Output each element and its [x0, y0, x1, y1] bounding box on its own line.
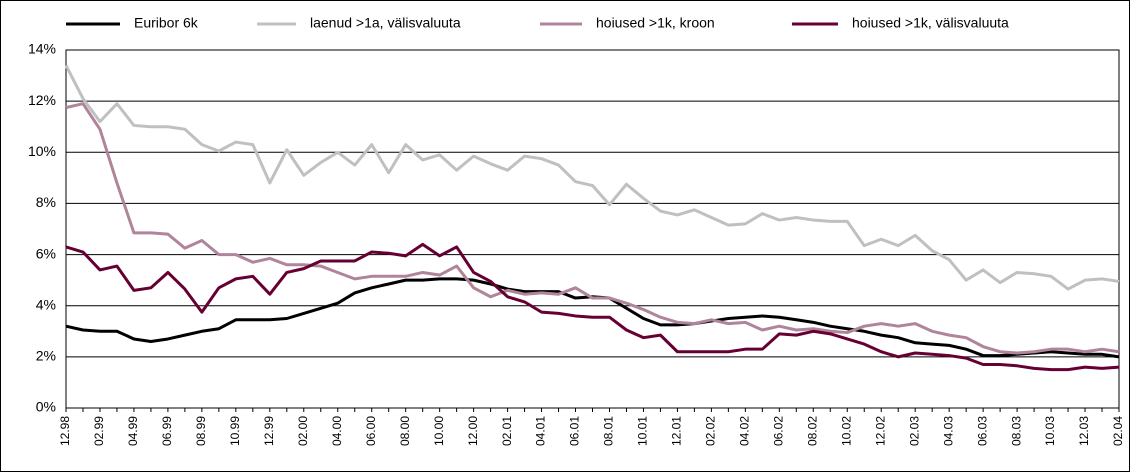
- x-tick-label: 10.02: [839, 416, 853, 446]
- y-tick-label: 10%: [28, 143, 56, 159]
- x-tick-label: 12.99: [262, 416, 276, 446]
- x-tick-label: 10.99: [228, 416, 242, 446]
- y-tick-label: 0%: [36, 399, 56, 415]
- x-tick-label: 10.03: [1043, 416, 1057, 446]
- y-tick-label: 12%: [28, 92, 56, 108]
- x-tick-label: 02.00: [296, 416, 310, 446]
- x-tick-label: 02.03: [907, 416, 921, 446]
- x-tick-label: 12.98: [58, 416, 72, 446]
- x-tick-label: 04.00: [330, 416, 344, 446]
- x-tick-label: 08.01: [602, 416, 616, 446]
- y-tick-label: 6%: [36, 245, 56, 261]
- x-tick-label: 12.02: [873, 416, 887, 446]
- x-tick-label: 08.03: [1009, 416, 1023, 446]
- x-tick-label: 12.00: [466, 416, 480, 446]
- series-line: [64, 64, 1120, 291]
- x-tick-label: 02.02: [704, 416, 718, 446]
- y-tick-label: 8%: [36, 194, 56, 210]
- x-tick-label: 04.01: [534, 416, 548, 446]
- x-tick-label: 06.99: [160, 416, 174, 446]
- x-tick-label: 12.03: [1077, 416, 1091, 446]
- x-tick-label: 06.03: [975, 416, 989, 446]
- x-tick-label: 06.00: [364, 416, 378, 446]
- legend-label: hoiused >1k, välisvaluuta: [852, 15, 1009, 31]
- y-tick-label: 14%: [28, 41, 56, 57]
- x-tick-label: 04.99: [126, 416, 140, 446]
- x-tick-label: 04.02: [738, 416, 752, 446]
- x-tick-label: 04.03: [941, 416, 955, 446]
- legend-label: laenud >1a, välisvaluuta: [310, 15, 461, 31]
- x-tick-label: 02.99: [92, 416, 106, 446]
- x-tick-label: 06.01: [568, 416, 582, 446]
- legend-label: hoiused >1k, kroon: [596, 15, 715, 31]
- y-tick-label: 2%: [36, 348, 56, 364]
- x-tick-label: 10.00: [432, 416, 446, 446]
- y-tick-label: 4%: [36, 296, 56, 312]
- x-tick-label: 08.00: [398, 416, 412, 446]
- x-tick-label: 10.01: [636, 416, 650, 446]
- x-tick-label: 08.02: [805, 416, 819, 446]
- x-tick-label: 12.01: [670, 416, 684, 446]
- series-line: [65, 242, 1120, 372]
- x-tick-label: 08.99: [194, 416, 208, 446]
- x-tick-label: 06.02: [771, 416, 785, 446]
- x-tick-label: 02.04: [1111, 416, 1125, 446]
- legend-label: Euribor 6k: [134, 15, 199, 31]
- series-line: [65, 102, 1120, 355]
- x-tick-label: 02.01: [500, 416, 514, 446]
